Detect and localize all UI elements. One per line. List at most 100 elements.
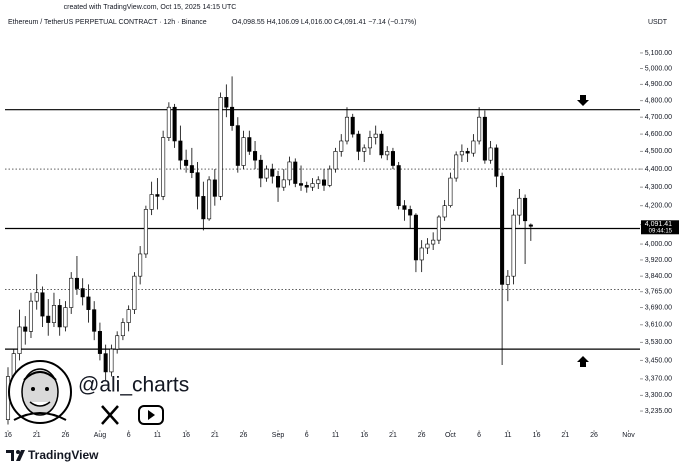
candle-body	[500, 175, 505, 285]
candle-body	[103, 353, 108, 373]
candle-body	[86, 296, 91, 310]
candle-body	[253, 151, 258, 161]
y-tick-label: 4,000.00	[645, 241, 672, 248]
candle-body	[195, 172, 200, 197]
y-tick-label: 4,700.00	[645, 114, 672, 121]
candle-body	[523, 197, 528, 222]
y-tick-label: 4,300.00	[645, 184, 672, 191]
y-tick-label: 4,200.00	[645, 203, 672, 210]
y-tick-label: 4,400.00	[645, 166, 672, 173]
x-tick-label: 11	[154, 432, 161, 439]
candle-body	[120, 322, 125, 337]
candle-body	[402, 205, 407, 210]
candle-body	[258, 159, 263, 179]
candle-body	[207, 179, 212, 220]
price-tag-label: 4,091.41	[645, 221, 672, 228]
x-tick-label: 6	[305, 432, 309, 439]
x-tick-label: 26	[418, 432, 426, 439]
candle-body	[149, 194, 154, 210]
candle-body	[408, 209, 413, 216]
candle-body	[367, 137, 372, 149]
candle-body	[235, 125, 240, 166]
candle-body	[385, 151, 390, 156]
candle-body	[316, 179, 321, 184]
candle-body	[425, 243, 430, 249]
y-tick-label: 4,800.00	[645, 97, 672, 104]
x-tick-label: 16	[533, 432, 541, 439]
handle: @ali_charts	[78, 374, 189, 397]
y-tick-label: 3,765.00	[645, 289, 672, 296]
x-tick-label: 21	[561, 432, 569, 439]
avatar	[8, 360, 72, 424]
x-tick-label: Oct	[445, 432, 456, 439]
candle-body	[511, 214, 516, 277]
candle-body	[230, 106, 235, 126]
candle-body	[97, 331, 102, 354]
candle-body	[155, 194, 160, 197]
price-tag	[641, 220, 679, 235]
y-tick-label: 3,920.00	[645, 257, 672, 264]
candle-body	[161, 137, 166, 197]
candle-body	[270, 168, 275, 177]
candle-body	[287, 161, 292, 181]
y-tick-label: 3,370.00	[645, 376, 672, 383]
plot	[5, 76, 640, 425]
x-tick-label: 6	[477, 432, 481, 439]
x-tick-label: 26	[590, 432, 598, 439]
arrow-down	[577, 95, 589, 106]
symbol: Ethereum / TetherUS PERPETUAL CONTRACT ·…	[8, 19, 207, 26]
candle-body	[459, 151, 464, 156]
y-tick-label: 3,530.00	[645, 339, 672, 346]
candle-body	[494, 147, 499, 177]
x-icon[interactable]	[101, 405, 119, 425]
x-tick-label: 11	[504, 432, 511, 439]
x-tick-label: 26	[240, 432, 248, 439]
x-tick-label: 16	[360, 432, 368, 439]
y-tick-label: 3,300.00	[645, 392, 672, 399]
y-tick-label: 3,840.00	[645, 273, 672, 280]
candle-body	[293, 161, 298, 184]
x-tick-label: 21	[33, 432, 41, 439]
candle-body	[212, 179, 217, 197]
candle-body	[80, 288, 85, 298]
candle-body	[310, 183, 315, 188]
y-tick-label: 4,600.00	[645, 131, 672, 138]
candle-body	[350, 116, 355, 135]
candle-body	[339, 140, 344, 152]
candle-body	[63, 307, 68, 328]
x-tick-label: 6	[127, 432, 131, 439]
candle-body	[17, 326, 22, 354]
candle-body	[69, 277, 74, 308]
youtube-icon[interactable]	[138, 405, 164, 425]
x-tick-label: 21	[211, 432, 219, 439]
candle-body	[109, 348, 114, 373]
x-tick-label: 26	[62, 432, 70, 439]
candle-body	[138, 253, 143, 277]
watermark: created with TradingView.com, Oct 15, 20…	[64, 4, 237, 11]
y-tick-label: 4,500.00	[645, 148, 672, 155]
x-tick-label: Aug	[94, 432, 107, 439]
price-tag-countdown: 09:44:15	[649, 228, 673, 234]
candle-body	[379, 133, 384, 156]
candle-body	[362, 147, 367, 152]
candle-body	[74, 277, 79, 289]
x-tick-label: 11	[332, 432, 339, 439]
y-tick-label: 5,000.00	[645, 65, 672, 72]
candle-body	[92, 309, 97, 332]
y-tick-label: 4,900.00	[645, 81, 672, 88]
candle-body	[126, 309, 131, 323]
candle-body	[46, 315, 51, 323]
candle-body	[344, 116, 350, 142]
candle-body	[201, 196, 206, 220]
candle-body	[436, 216, 441, 241]
candle-body	[247, 137, 252, 152]
candle-body	[477, 116, 482, 142]
candle-body	[396, 165, 401, 206]
y-tick-label: 3,690.00	[645, 304, 672, 311]
y-tick-label: 5,100.00	[645, 50, 672, 57]
candle-body	[419, 247, 424, 261]
candle-body	[482, 116, 487, 161]
candle-body	[184, 159, 189, 166]
candle-body	[166, 106, 171, 138]
